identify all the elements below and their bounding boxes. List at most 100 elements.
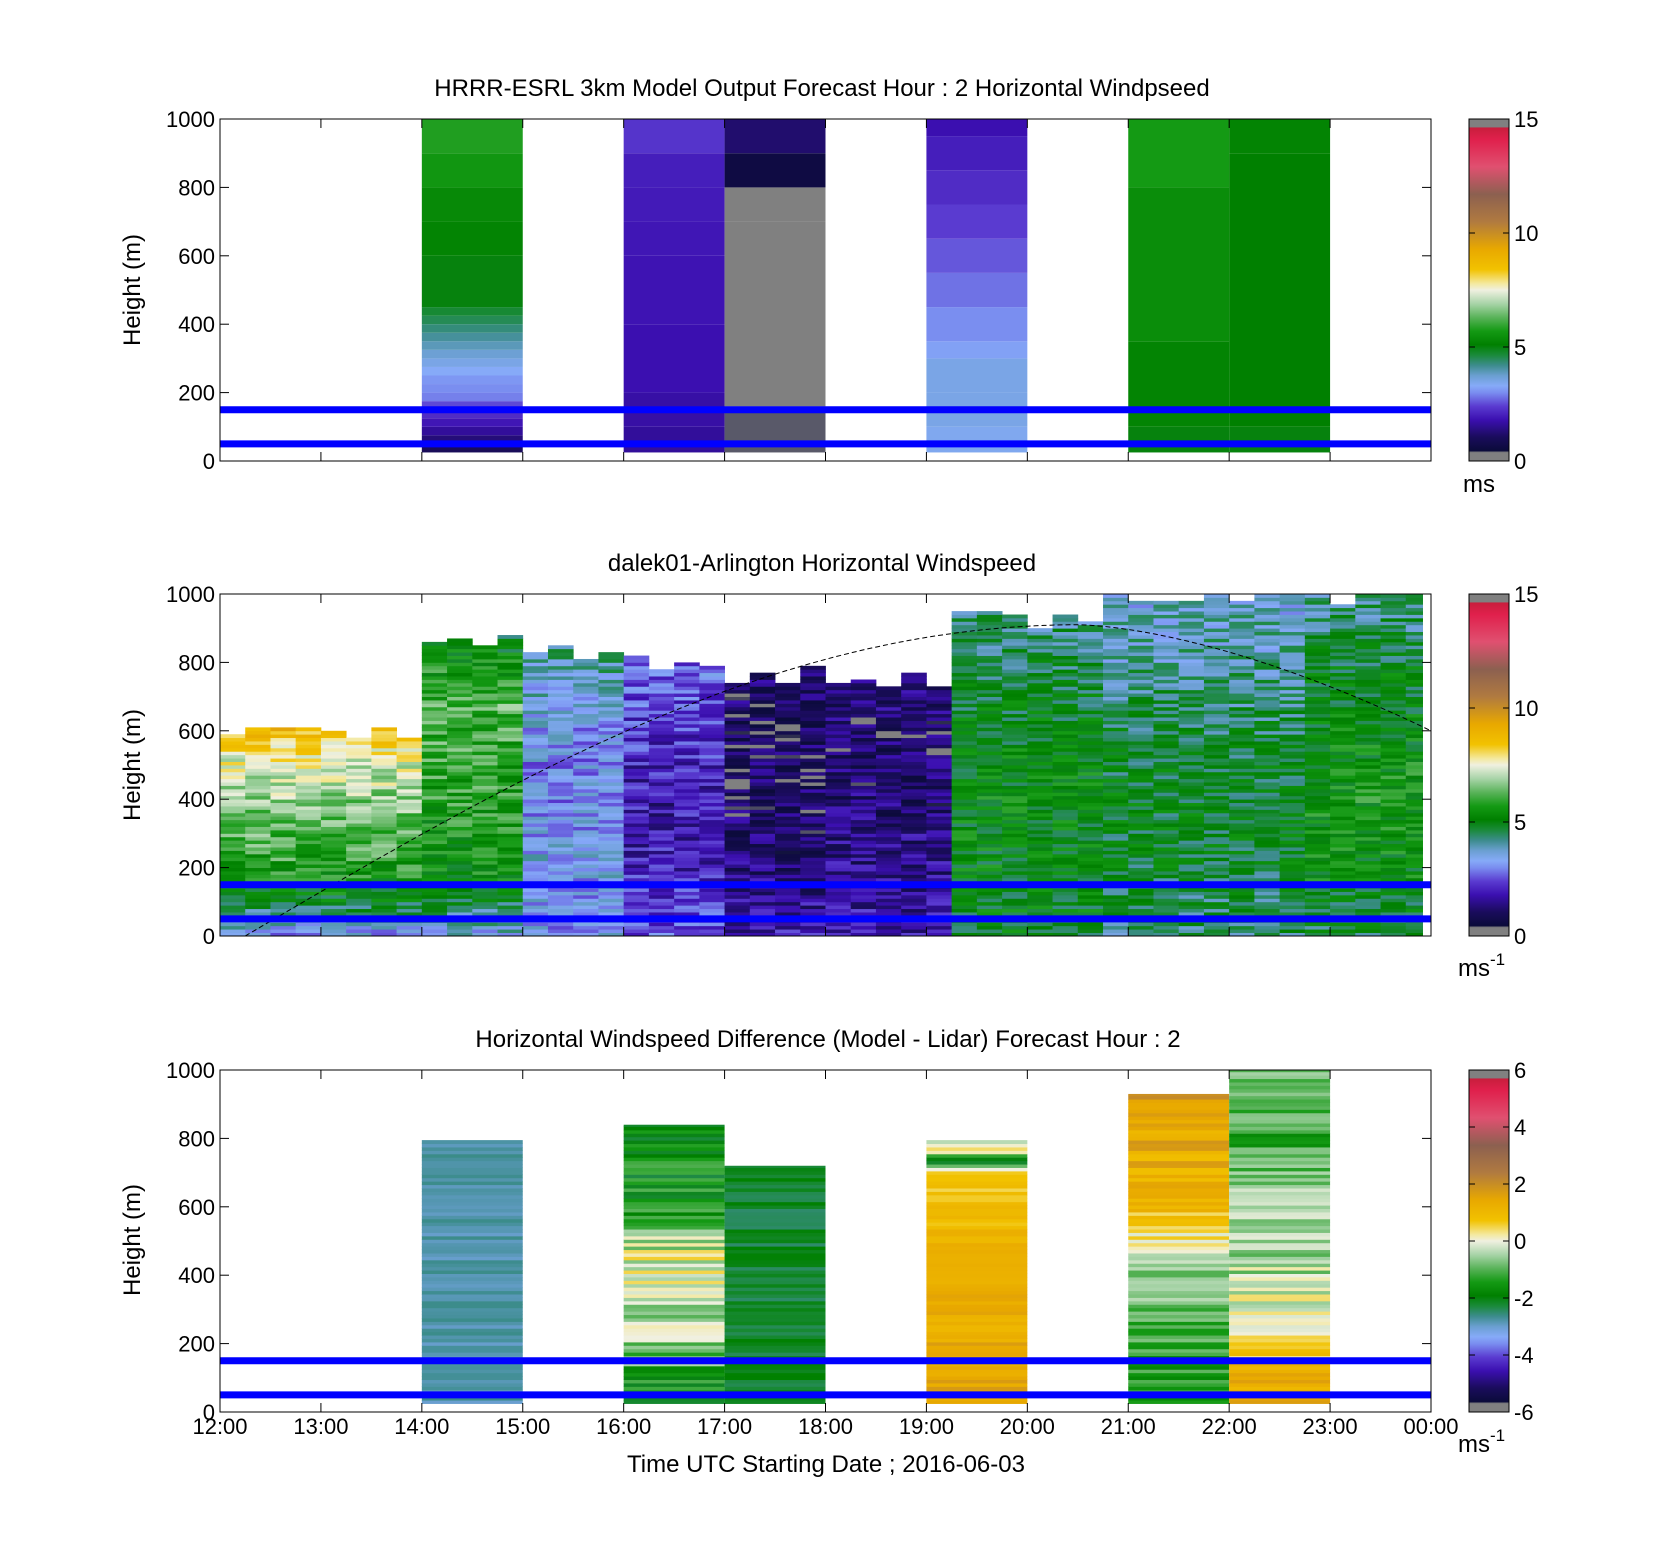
lidar-cell xyxy=(1304,765,1331,769)
lidar-cell xyxy=(1203,648,1230,653)
lidar-cell xyxy=(775,734,801,739)
lidar-cell xyxy=(270,847,297,851)
lidar-cell xyxy=(951,799,978,804)
lidar-cell xyxy=(951,696,978,701)
lidar-cell xyxy=(346,901,372,906)
lidar-cell xyxy=(775,888,801,892)
lidar-cell xyxy=(1203,597,1230,602)
difference-cell xyxy=(623,1150,725,1155)
lidar-cell xyxy=(825,723,852,728)
difference-cell xyxy=(1128,1311,1230,1316)
lidar-cell xyxy=(547,703,574,708)
lidar-cell xyxy=(1380,652,1407,656)
lidar-cell xyxy=(825,792,852,797)
lidar-cell xyxy=(1103,768,1129,773)
lidar-cell xyxy=(1002,901,1028,906)
model-cell xyxy=(421,349,523,359)
difference-cell xyxy=(421,1198,523,1203)
lidar-cell xyxy=(1304,665,1331,670)
lidar-cell xyxy=(623,891,650,896)
lidar-cell xyxy=(547,679,574,684)
lidar-cell xyxy=(1330,922,1356,927)
difference-cell xyxy=(1229,1119,1331,1124)
lidar-cell xyxy=(598,676,625,680)
lidar-cell xyxy=(472,703,498,708)
lidar-cell xyxy=(850,864,877,868)
lidar-cell xyxy=(1254,628,1281,633)
lidar-cell xyxy=(1304,864,1331,868)
x-tick-label: 13:00 xyxy=(293,1414,348,1439)
lidar-cell xyxy=(447,648,473,653)
difference-cell xyxy=(421,1270,523,1274)
lidar-cell xyxy=(1279,819,1306,824)
lidar-cell xyxy=(1002,929,1028,933)
lidar-cell xyxy=(1254,853,1281,858)
lidar-cell xyxy=(295,860,322,865)
lidar-cell xyxy=(573,819,599,824)
lidar-cell xyxy=(926,826,953,831)
difference-cell xyxy=(1128,1372,1230,1377)
y-tick-label: 200 xyxy=(178,856,215,881)
lidar-cell xyxy=(573,754,599,759)
difference-cell xyxy=(623,1208,725,1213)
lidar-cell xyxy=(825,771,852,776)
lidar-cell xyxy=(1153,853,1180,858)
lidar-cell xyxy=(1229,703,1255,708)
difference-cell xyxy=(421,1174,523,1179)
lidar-cell xyxy=(825,710,852,715)
lidar-cell xyxy=(1254,635,1281,639)
lidar-cell xyxy=(547,747,574,752)
lidar-cell xyxy=(447,689,473,694)
lidar-cell xyxy=(1355,631,1381,636)
lidar-cell xyxy=(1330,696,1356,701)
panel-lidar-ylabel: Height (m) xyxy=(119,709,146,821)
lidar-cell xyxy=(1002,847,1028,851)
lidar-cell xyxy=(1153,792,1180,797)
lidar-cell xyxy=(1128,802,1154,807)
lidar-cell xyxy=(800,754,826,759)
lidar-cell xyxy=(1103,641,1129,646)
lidar-cell xyxy=(320,877,347,882)
lidar-cell xyxy=(1077,679,1104,684)
lidar-cell xyxy=(320,908,347,913)
lidar-cell xyxy=(699,754,725,759)
lidar-cell xyxy=(926,833,953,838)
difference-cell xyxy=(1229,1341,1331,1346)
lidar-cell xyxy=(976,641,1003,646)
lidar-cell xyxy=(1279,850,1306,855)
lidar-cell xyxy=(421,706,448,711)
lidar-cell xyxy=(1077,768,1104,773)
lidar-cell xyxy=(1128,792,1154,797)
lidar-cell xyxy=(1153,730,1180,735)
lidar-cell xyxy=(674,758,700,762)
lidar-cell xyxy=(1254,617,1281,622)
lidar-cell xyxy=(901,908,927,913)
difference-cell xyxy=(623,1294,725,1298)
lidar-cell xyxy=(648,847,675,851)
lidar-cell xyxy=(547,775,574,780)
lidar-cell xyxy=(1128,641,1154,646)
lidar-cell xyxy=(825,768,852,773)
lidar-cell xyxy=(1178,925,1205,930)
lidar-cell xyxy=(1254,799,1281,804)
lidar-cell xyxy=(522,932,549,937)
lidar-cell xyxy=(850,874,877,879)
lidar-cell xyxy=(1279,771,1306,776)
lidar-cell xyxy=(1279,901,1306,906)
lidar-cell xyxy=(926,925,953,930)
lidar-cell xyxy=(1128,833,1154,838)
lidar-cell xyxy=(1380,658,1407,663)
lidar-cell xyxy=(1279,617,1306,622)
lidar-cell xyxy=(371,747,398,752)
lidar-cell xyxy=(371,871,398,875)
lidar-cell xyxy=(421,806,448,810)
lidar-cell xyxy=(1229,621,1255,626)
lidar-cell xyxy=(1203,908,1230,913)
lidar-cell xyxy=(220,908,246,913)
difference-cell xyxy=(1229,1324,1331,1329)
lidar-cell xyxy=(421,658,448,663)
lidar-cell xyxy=(699,665,725,670)
lidar-cell xyxy=(573,901,599,906)
lidar-cell xyxy=(1153,665,1180,670)
lidar-cell xyxy=(775,809,801,814)
